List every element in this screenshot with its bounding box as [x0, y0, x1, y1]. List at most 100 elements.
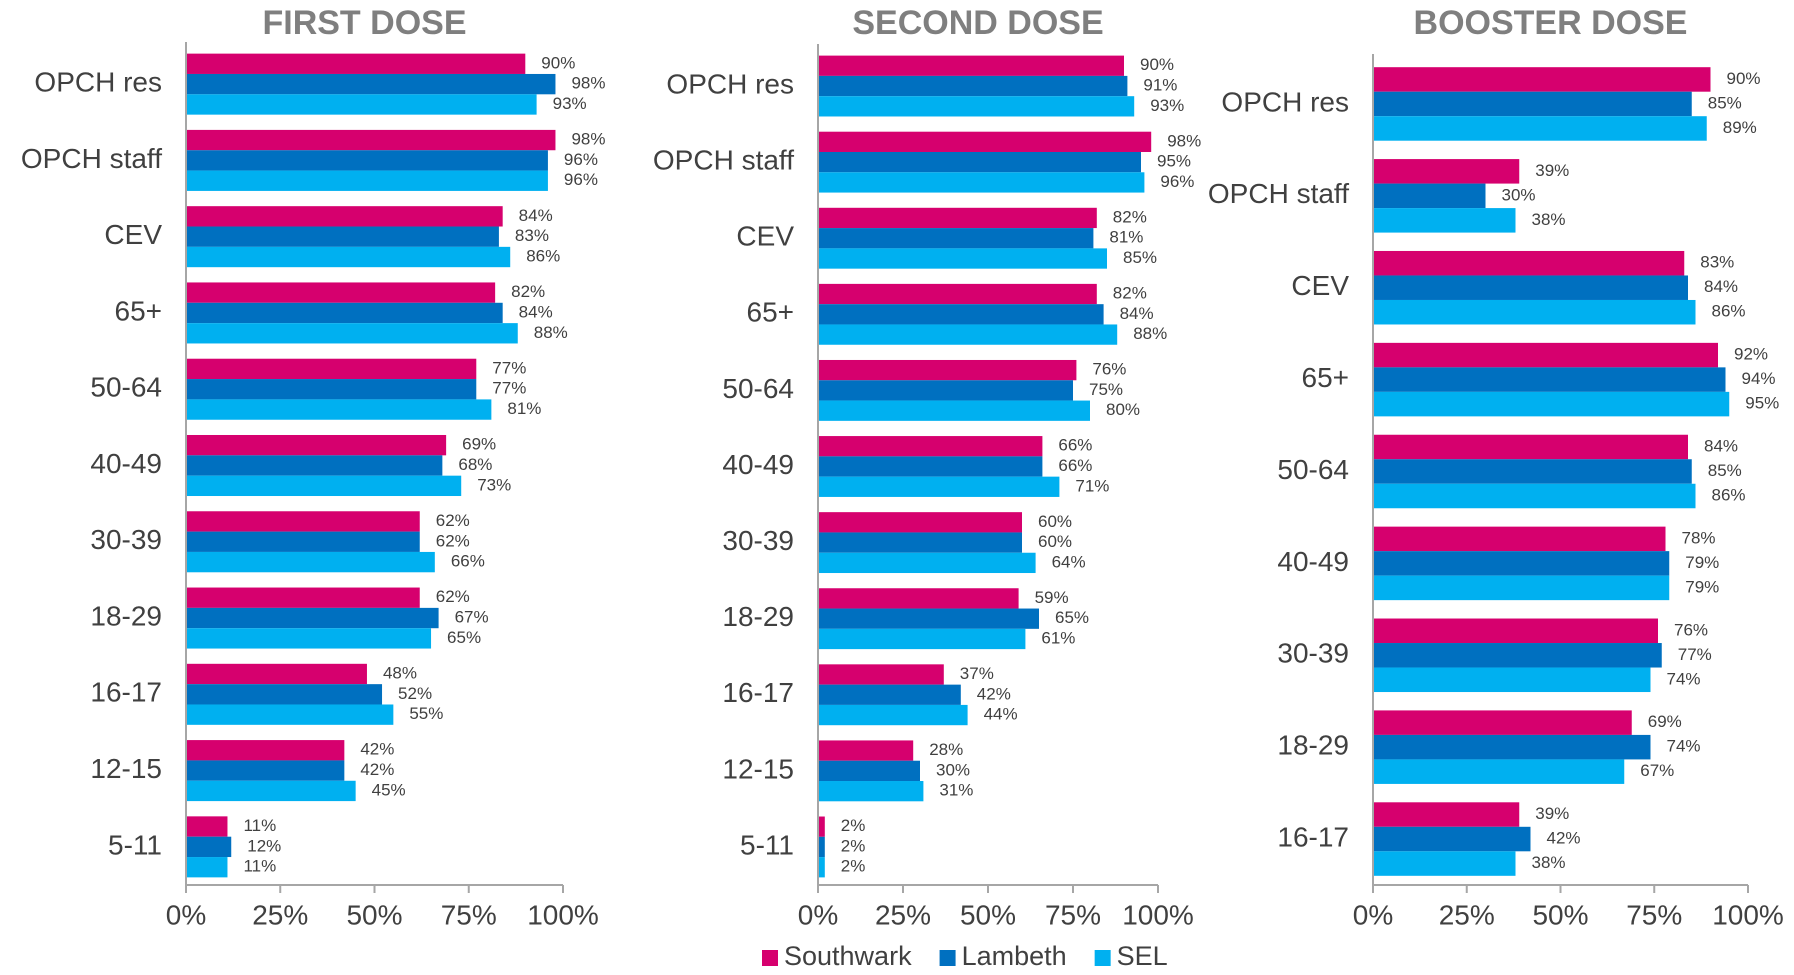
bar	[818, 248, 1107, 269]
value-label: 82%	[1113, 284, 1147, 303]
value-label: 88%	[1133, 324, 1167, 343]
bar	[1373, 618, 1658, 644]
value-label: 59%	[1035, 588, 1069, 607]
value-label: 80%	[1106, 400, 1140, 419]
category-label: 50-64	[722, 373, 794, 404]
value-label: 85%	[1708, 93, 1742, 112]
category-label: 12-15	[90, 753, 162, 784]
category-label: 65+	[747, 297, 795, 328]
bar	[818, 75, 1128, 97]
legend-label: SEL	[1117, 941, 1168, 971]
value-label: 81%	[1109, 228, 1143, 247]
value-label: 84%	[1120, 304, 1154, 323]
x-tick-label: 0%	[166, 899, 206, 930]
value-label: 86%	[526, 247, 560, 266]
bar	[818, 55, 1124, 76]
value-label: 85%	[1708, 461, 1742, 480]
value-label: 2%	[841, 857, 866, 876]
category-label: OPCH staff	[1208, 178, 1349, 209]
category-label: CEV	[736, 221, 794, 252]
value-label: 30%	[1502, 185, 1536, 204]
bar	[818, 172, 1145, 193]
bar	[1373, 208, 1516, 233]
value-label: 82%	[511, 282, 545, 301]
category-label: 5-11	[108, 829, 162, 860]
value-label: 83%	[515, 226, 549, 245]
bar	[1373, 802, 1520, 827]
bar	[186, 455, 443, 476]
x-tick-label: 0%	[1353, 899, 1393, 930]
category-label: 18-29	[722, 601, 794, 632]
category-label: 18-29	[90, 600, 162, 631]
chart-title: BOOSTER DOSE	[1414, 4, 1688, 42]
value-label: 83%	[1700, 253, 1734, 272]
bar	[1373, 643, 1662, 668]
bar	[818, 836, 825, 858]
bar	[818, 456, 1043, 477]
bar	[186, 816, 228, 837]
bar	[1373, 851, 1516, 876]
bar	[186, 206, 503, 227]
value-label: 86%	[1712, 302, 1746, 321]
bar	[1373, 459, 1692, 484]
value-label: 30%	[936, 760, 970, 779]
value-label: 92%	[1734, 345, 1768, 364]
category-label: 50-64	[1277, 454, 1349, 485]
value-label: 85%	[1123, 248, 1157, 267]
value-label: 82%	[1113, 207, 1147, 226]
value-label: 77%	[492, 379, 526, 398]
category-label: 50-64	[90, 372, 162, 403]
bar	[1373, 67, 1711, 92]
value-label: 62%	[436, 531, 470, 550]
bar	[818, 400, 1090, 421]
chart-title: SECOND DOSE	[852, 4, 1103, 42]
bar	[186, 857, 228, 878]
bar	[186, 434, 447, 456]
x-tick-label: 50%	[346, 899, 402, 930]
bar	[186, 607, 439, 629]
bar	[818, 588, 1019, 609]
value-label: 90%	[1727, 69, 1761, 88]
value-label: 86%	[1712, 485, 1746, 504]
bar	[186, 587, 420, 608]
value-label: 42%	[360, 760, 394, 779]
value-label: 81%	[507, 399, 541, 418]
value-label: 11%	[243, 857, 276, 876]
bar	[818, 664, 944, 685]
bar	[818, 704, 968, 726]
bar	[186, 628, 432, 649]
value-label: 60%	[1038, 532, 1072, 551]
bar	[1373, 483, 1696, 509]
value-label: 84%	[1704, 277, 1738, 296]
value-label: 37%	[960, 664, 994, 683]
value-label: 44%	[984, 705, 1018, 724]
category-label: OPCH staff	[21, 143, 162, 174]
category-label: 16-17	[722, 677, 794, 708]
bar	[1373, 391, 1730, 417]
value-label: 45%	[372, 780, 406, 799]
bar	[186, 551, 435, 573]
bar	[818, 552, 1036, 574]
x-tick-label: 100%	[1712, 899, 1784, 930]
value-label: 39%	[1535, 804, 1569, 823]
bar	[818, 228, 1094, 249]
bar	[186, 170, 548, 191]
value-label: 12%	[247, 836, 281, 855]
bar	[818, 816, 825, 837]
legend-label: Lambeth	[962, 941, 1067, 971]
bar	[186, 282, 496, 303]
x-tick-label: 75%	[1626, 899, 1682, 930]
bar	[1373, 91, 1692, 117]
bar	[186, 150, 548, 171]
value-label: 66%	[1058, 436, 1092, 455]
category-label: 65+	[1302, 362, 1350, 393]
value-label: 95%	[1745, 394, 1779, 413]
x-tick-label: 100%	[1122, 899, 1194, 930]
bar	[1373, 116, 1707, 141]
bar	[818, 131, 1152, 152]
bar	[186, 53, 526, 74]
value-label: 90%	[541, 53, 575, 72]
bar	[1373, 434, 1688, 460]
bar	[186, 226, 499, 247]
